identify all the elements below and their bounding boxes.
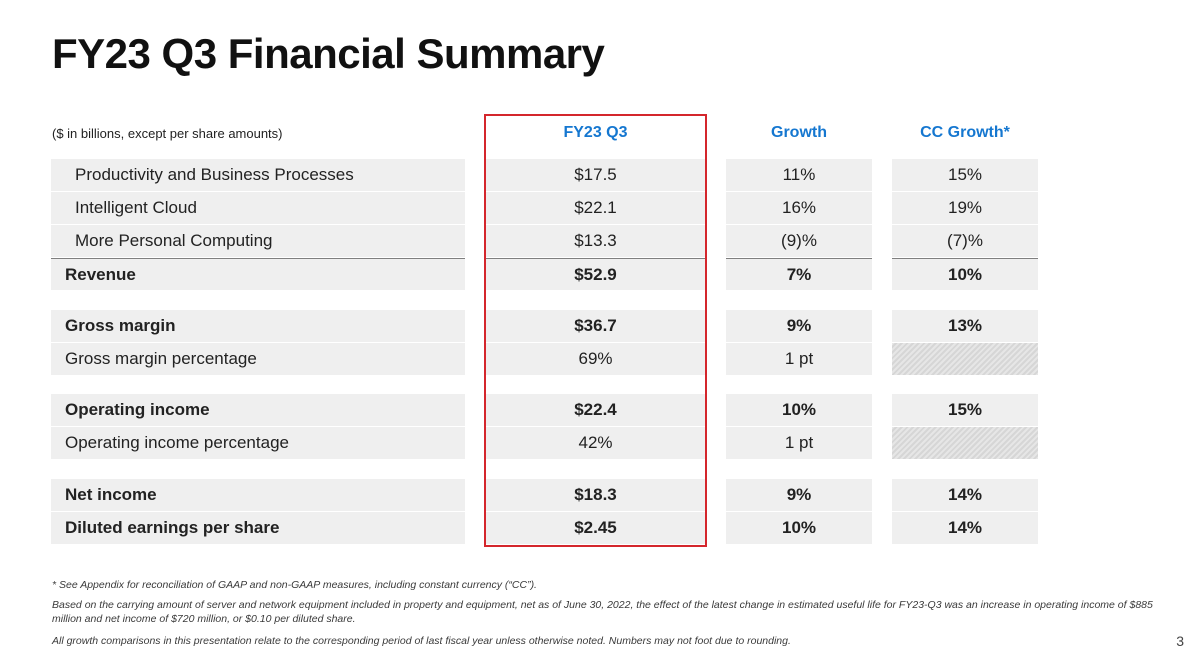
cc-growth-not-applicable: [892, 343, 1038, 375]
footnote-useful-life: Based on the carrying amount of server a…: [52, 599, 1153, 625]
fy23-q3-value: $22.4: [486, 394, 705, 426]
growth-value: 7%: [726, 258, 872, 290]
cc-growth-value: 19%: [892, 192, 1038, 224]
cc-growth-not-applicable: [892, 427, 1038, 459]
row-label: Intelligent Cloud: [51, 192, 465, 224]
units-note: ($ in billions, except per share amounts…: [52, 126, 283, 141]
column-header-growth: Growth: [771, 124, 827, 141]
row-label: Gross margin: [51, 310, 465, 342]
column-header-cc-growth: CC Growth*: [920, 124, 1010, 141]
fy23-q3-value: $36.7: [486, 310, 705, 342]
column-header-fy23-q3: FY23 Q3: [563, 124, 628, 141]
row-label: Net income: [51, 479, 465, 511]
cc-growth-value: 14%: [892, 512, 1038, 544]
growth-value: 1 pt: [726, 343, 872, 375]
row-label: More Personal Computing: [51, 225, 465, 257]
cc-growth-value: (7)%: [892, 225, 1038, 257]
footnote-appendix: * See Appendix for reconciliation of GAA…: [52, 579, 537, 591]
fy23-q3-value: 42%: [486, 427, 705, 459]
cc-growth-value: 15%: [892, 159, 1038, 191]
cc-growth-value: 13%: [892, 310, 1038, 342]
fy23-q3-value: $52.9: [486, 258, 705, 290]
fy23-q3-value: $2.45: [486, 512, 705, 544]
row-label: Productivity and Business Processes: [51, 159, 465, 191]
footnote-growth-comparisons: All growth comparisons in this presentat…: [52, 635, 791, 647]
cc-growth-value: 14%: [892, 479, 1038, 511]
row-label: Operating income: [51, 394, 465, 426]
fy23-q3-value: $18.3: [486, 479, 705, 511]
page-title: FY23 Q3 Financial Summary: [52, 30, 605, 77]
fy23-q3-value: $22.1: [486, 192, 705, 224]
row-label: Operating income percentage: [51, 427, 465, 459]
growth-value: 11%: [726, 159, 872, 191]
fy23-q3-value: $13.3: [486, 225, 705, 257]
growth-value: 16%: [726, 192, 872, 224]
page-number: 3: [1176, 633, 1184, 649]
row-label: Revenue: [51, 258, 465, 290]
fy23-q3-value: 69%: [486, 343, 705, 375]
growth-value: 1 pt: [726, 427, 872, 459]
growth-value: (9)%: [726, 225, 872, 257]
cc-growth-value: 15%: [892, 394, 1038, 426]
growth-value: 9%: [726, 310, 872, 342]
growth-value: 10%: [726, 394, 872, 426]
growth-value: 10%: [726, 512, 872, 544]
fy23-q3-highlight-box: [484, 114, 707, 547]
growth-value: 9%: [726, 479, 872, 511]
row-label: Gross margin percentage: [51, 343, 465, 375]
fy23-q3-value: $17.5: [486, 159, 705, 191]
row-label: Diluted earnings per share: [51, 512, 465, 544]
cc-growth-value: 10%: [892, 258, 1038, 290]
